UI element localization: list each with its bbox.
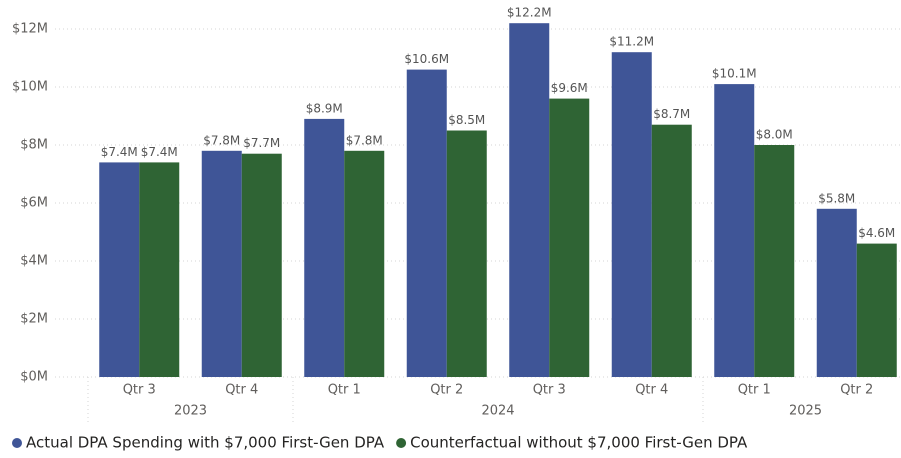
value-label: $5.8M xyxy=(818,191,855,205)
bar xyxy=(446,130,487,377)
x-tick-label: Qtr 3 xyxy=(533,383,566,398)
y-tick-label: $12M xyxy=(12,22,48,37)
group-label: 2024 xyxy=(481,404,514,419)
bar xyxy=(856,243,897,377)
value-label: $7.7M xyxy=(243,136,280,150)
value-label: $8.9M xyxy=(306,101,343,115)
group-label: 2025 xyxy=(789,404,822,419)
x-tick-label: Qtr 4 xyxy=(225,383,258,398)
bar xyxy=(509,23,550,377)
value-label: $8.0M xyxy=(756,128,793,142)
bar xyxy=(549,98,590,377)
y-tick-label: $6M xyxy=(20,196,48,211)
bar xyxy=(241,153,282,377)
bar xyxy=(201,150,242,377)
value-label: $7.8M xyxy=(346,133,383,147)
value-label: $4.6M xyxy=(858,226,895,240)
value-label: $8.5M xyxy=(448,113,485,127)
bar xyxy=(139,162,180,377)
legend-label: Actual DPA Spending with $7,000 First-Ge… xyxy=(26,434,385,452)
value-label: $8.7M xyxy=(653,107,690,121)
x-tick-label: Qtr 4 xyxy=(635,383,668,398)
bar xyxy=(754,145,795,377)
bar xyxy=(714,84,755,377)
y-tick-label: $10M xyxy=(12,80,48,95)
y-tick-label: $2M xyxy=(20,312,48,327)
value-label: $9.6M xyxy=(551,81,588,95)
legend-label: Counterfactual without $7,000 First-Gen … xyxy=(410,434,748,452)
bar xyxy=(99,162,140,377)
bar xyxy=(304,118,345,378)
bar xyxy=(611,52,652,377)
y-tick-label: $0M xyxy=(20,370,48,385)
group-label: 2023 xyxy=(174,404,207,419)
legend-marker xyxy=(12,438,22,448)
bar xyxy=(651,124,692,377)
x-tick-label: Qtr 3 xyxy=(123,383,156,398)
bar xyxy=(816,208,857,377)
value-label: $10.6M xyxy=(404,52,449,66)
value-label: $7.8M xyxy=(203,133,240,147)
value-label: $12.2M xyxy=(507,6,552,20)
bar xyxy=(406,69,447,377)
x-tick-label: Qtr 1 xyxy=(738,383,771,398)
value-label: $7.4M xyxy=(141,145,178,159)
value-label: $11.2M xyxy=(609,35,654,49)
y-tick-label: $4M xyxy=(20,254,48,269)
value-label: $7.4M xyxy=(101,145,138,159)
y-tick-label: $8M xyxy=(20,138,48,153)
x-tick-label: Qtr 2 xyxy=(840,383,873,398)
bar xyxy=(344,150,385,377)
x-tick-label: Qtr 2 xyxy=(430,383,463,398)
x-tick-label: Qtr 1 xyxy=(328,383,361,398)
value-label: $10.1M xyxy=(712,67,757,81)
legend-marker xyxy=(396,438,407,448)
